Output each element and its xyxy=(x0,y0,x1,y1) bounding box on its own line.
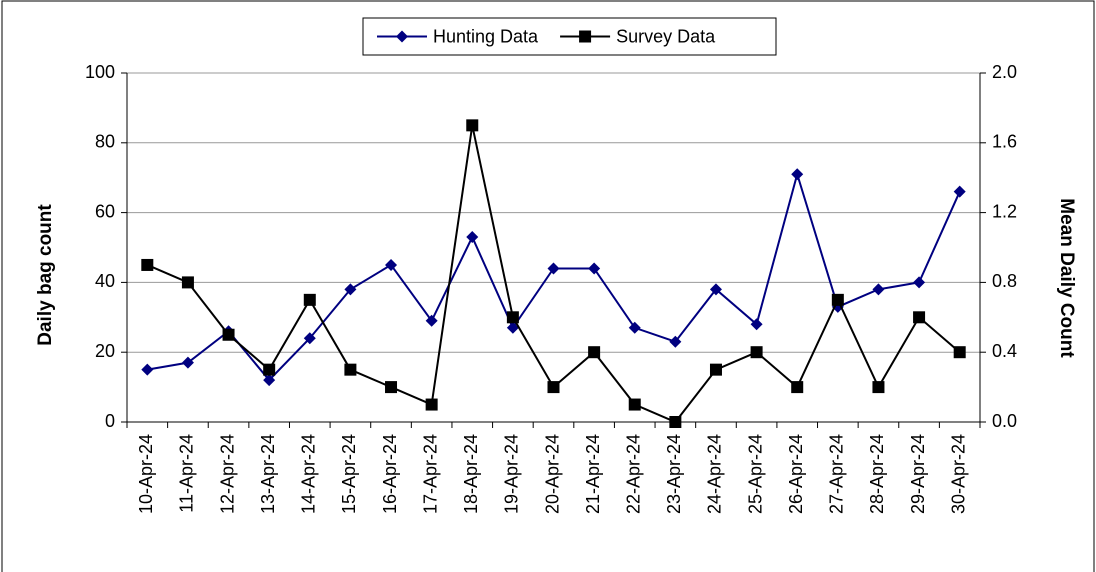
x-tick-label: 15-Apr-24 xyxy=(339,434,359,514)
y-tick-label: 20 xyxy=(95,341,115,361)
data-point xyxy=(263,374,276,387)
x-tick-label: 18-Apr-24 xyxy=(461,434,481,514)
x-tick-label: 17-Apr-24 xyxy=(420,434,440,514)
y-axis-title: Daily bag count xyxy=(35,204,56,346)
y2-tick-label: 1.2 xyxy=(992,201,1017,221)
data-point xyxy=(547,381,560,394)
data-point xyxy=(913,276,926,289)
data-point xyxy=(263,363,276,376)
data-point xyxy=(466,119,479,132)
y2-tick-label: 0.4 xyxy=(992,341,1017,361)
data-point xyxy=(669,335,682,348)
x-tick-label: 27-Apr-24 xyxy=(827,434,847,514)
data-point xyxy=(953,346,966,359)
legend-marker xyxy=(396,30,408,43)
data-point xyxy=(791,168,804,181)
x-tick-label: 25-Apr-24 xyxy=(745,434,765,514)
x-tick-label: 21-Apr-24 xyxy=(583,434,603,514)
data-point xyxy=(750,318,763,331)
data-point xyxy=(913,311,926,324)
data-point xyxy=(344,363,357,376)
x-tick-label: 16-Apr-24 xyxy=(380,434,400,514)
x-tick-label: 12-Apr-24 xyxy=(217,434,237,514)
x-tick-label: 14-Apr-24 xyxy=(299,434,319,514)
data-point xyxy=(141,363,154,376)
data-point xyxy=(872,381,885,394)
x-tick-label: 13-Apr-24 xyxy=(258,434,278,514)
y-tick-label: 80 xyxy=(95,132,115,152)
data-point xyxy=(588,346,601,359)
data-point xyxy=(506,311,519,324)
data-point xyxy=(669,416,682,428)
data-point xyxy=(831,293,844,306)
data-point xyxy=(588,262,601,275)
data-point xyxy=(385,381,398,394)
data-point xyxy=(385,258,398,271)
data-point xyxy=(709,363,722,376)
data-point xyxy=(425,314,438,327)
data-point xyxy=(181,276,194,289)
data-point xyxy=(344,283,357,296)
data-point xyxy=(791,381,804,394)
y2-tick-label: 0.0 xyxy=(992,411,1017,431)
data-point xyxy=(750,346,763,359)
legend-label: Hunting Data xyxy=(433,26,539,46)
y-tick-label: 100 xyxy=(85,62,115,82)
data-point xyxy=(181,356,194,369)
y-tick-label: 0 xyxy=(105,411,115,431)
data-point xyxy=(628,398,641,411)
legend-box xyxy=(362,17,777,56)
x-tick-label: 29-Apr-24 xyxy=(908,434,928,514)
data-point xyxy=(425,398,438,411)
y2-tick-label: 1.6 xyxy=(992,132,1017,152)
data-point xyxy=(466,231,479,244)
x-tick-label: 23-Apr-24 xyxy=(664,434,684,514)
series-line xyxy=(147,170,961,382)
y2-tick-label: 2.0 xyxy=(992,62,1017,82)
x-tick-label: 26-Apr-24 xyxy=(786,434,806,514)
data-point xyxy=(628,321,641,334)
y2-axis-title: Mean Daily Count xyxy=(1056,198,1077,358)
x-tick-label: 22-Apr-24 xyxy=(623,434,643,514)
x-tick-label: 24-Apr-24 xyxy=(705,434,725,514)
data-point xyxy=(547,262,560,275)
y-tick-label: 40 xyxy=(95,271,115,291)
data-point xyxy=(303,293,316,306)
x-tick-label: 28-Apr-24 xyxy=(867,434,887,514)
y-tick-label: 60 xyxy=(95,201,115,221)
data-point xyxy=(141,258,154,271)
data-point xyxy=(872,283,885,296)
data-point xyxy=(222,328,235,341)
data-point xyxy=(709,283,722,296)
x-tick-label: 20-Apr-24 xyxy=(542,434,562,514)
legend-marker xyxy=(579,30,592,43)
x-tick-label: 30-Apr-24 xyxy=(948,434,968,514)
y2-tick-label: 0.8 xyxy=(992,271,1017,291)
legend-label: Survey Data xyxy=(616,26,716,46)
data-point xyxy=(506,321,519,334)
x-tick-label: 10-Apr-24 xyxy=(136,434,156,514)
data-point xyxy=(953,185,966,198)
x-tick-label: 11-Apr-24 xyxy=(177,434,197,513)
x-tick-label: 19-Apr-24 xyxy=(502,434,522,514)
data-point xyxy=(303,332,316,345)
